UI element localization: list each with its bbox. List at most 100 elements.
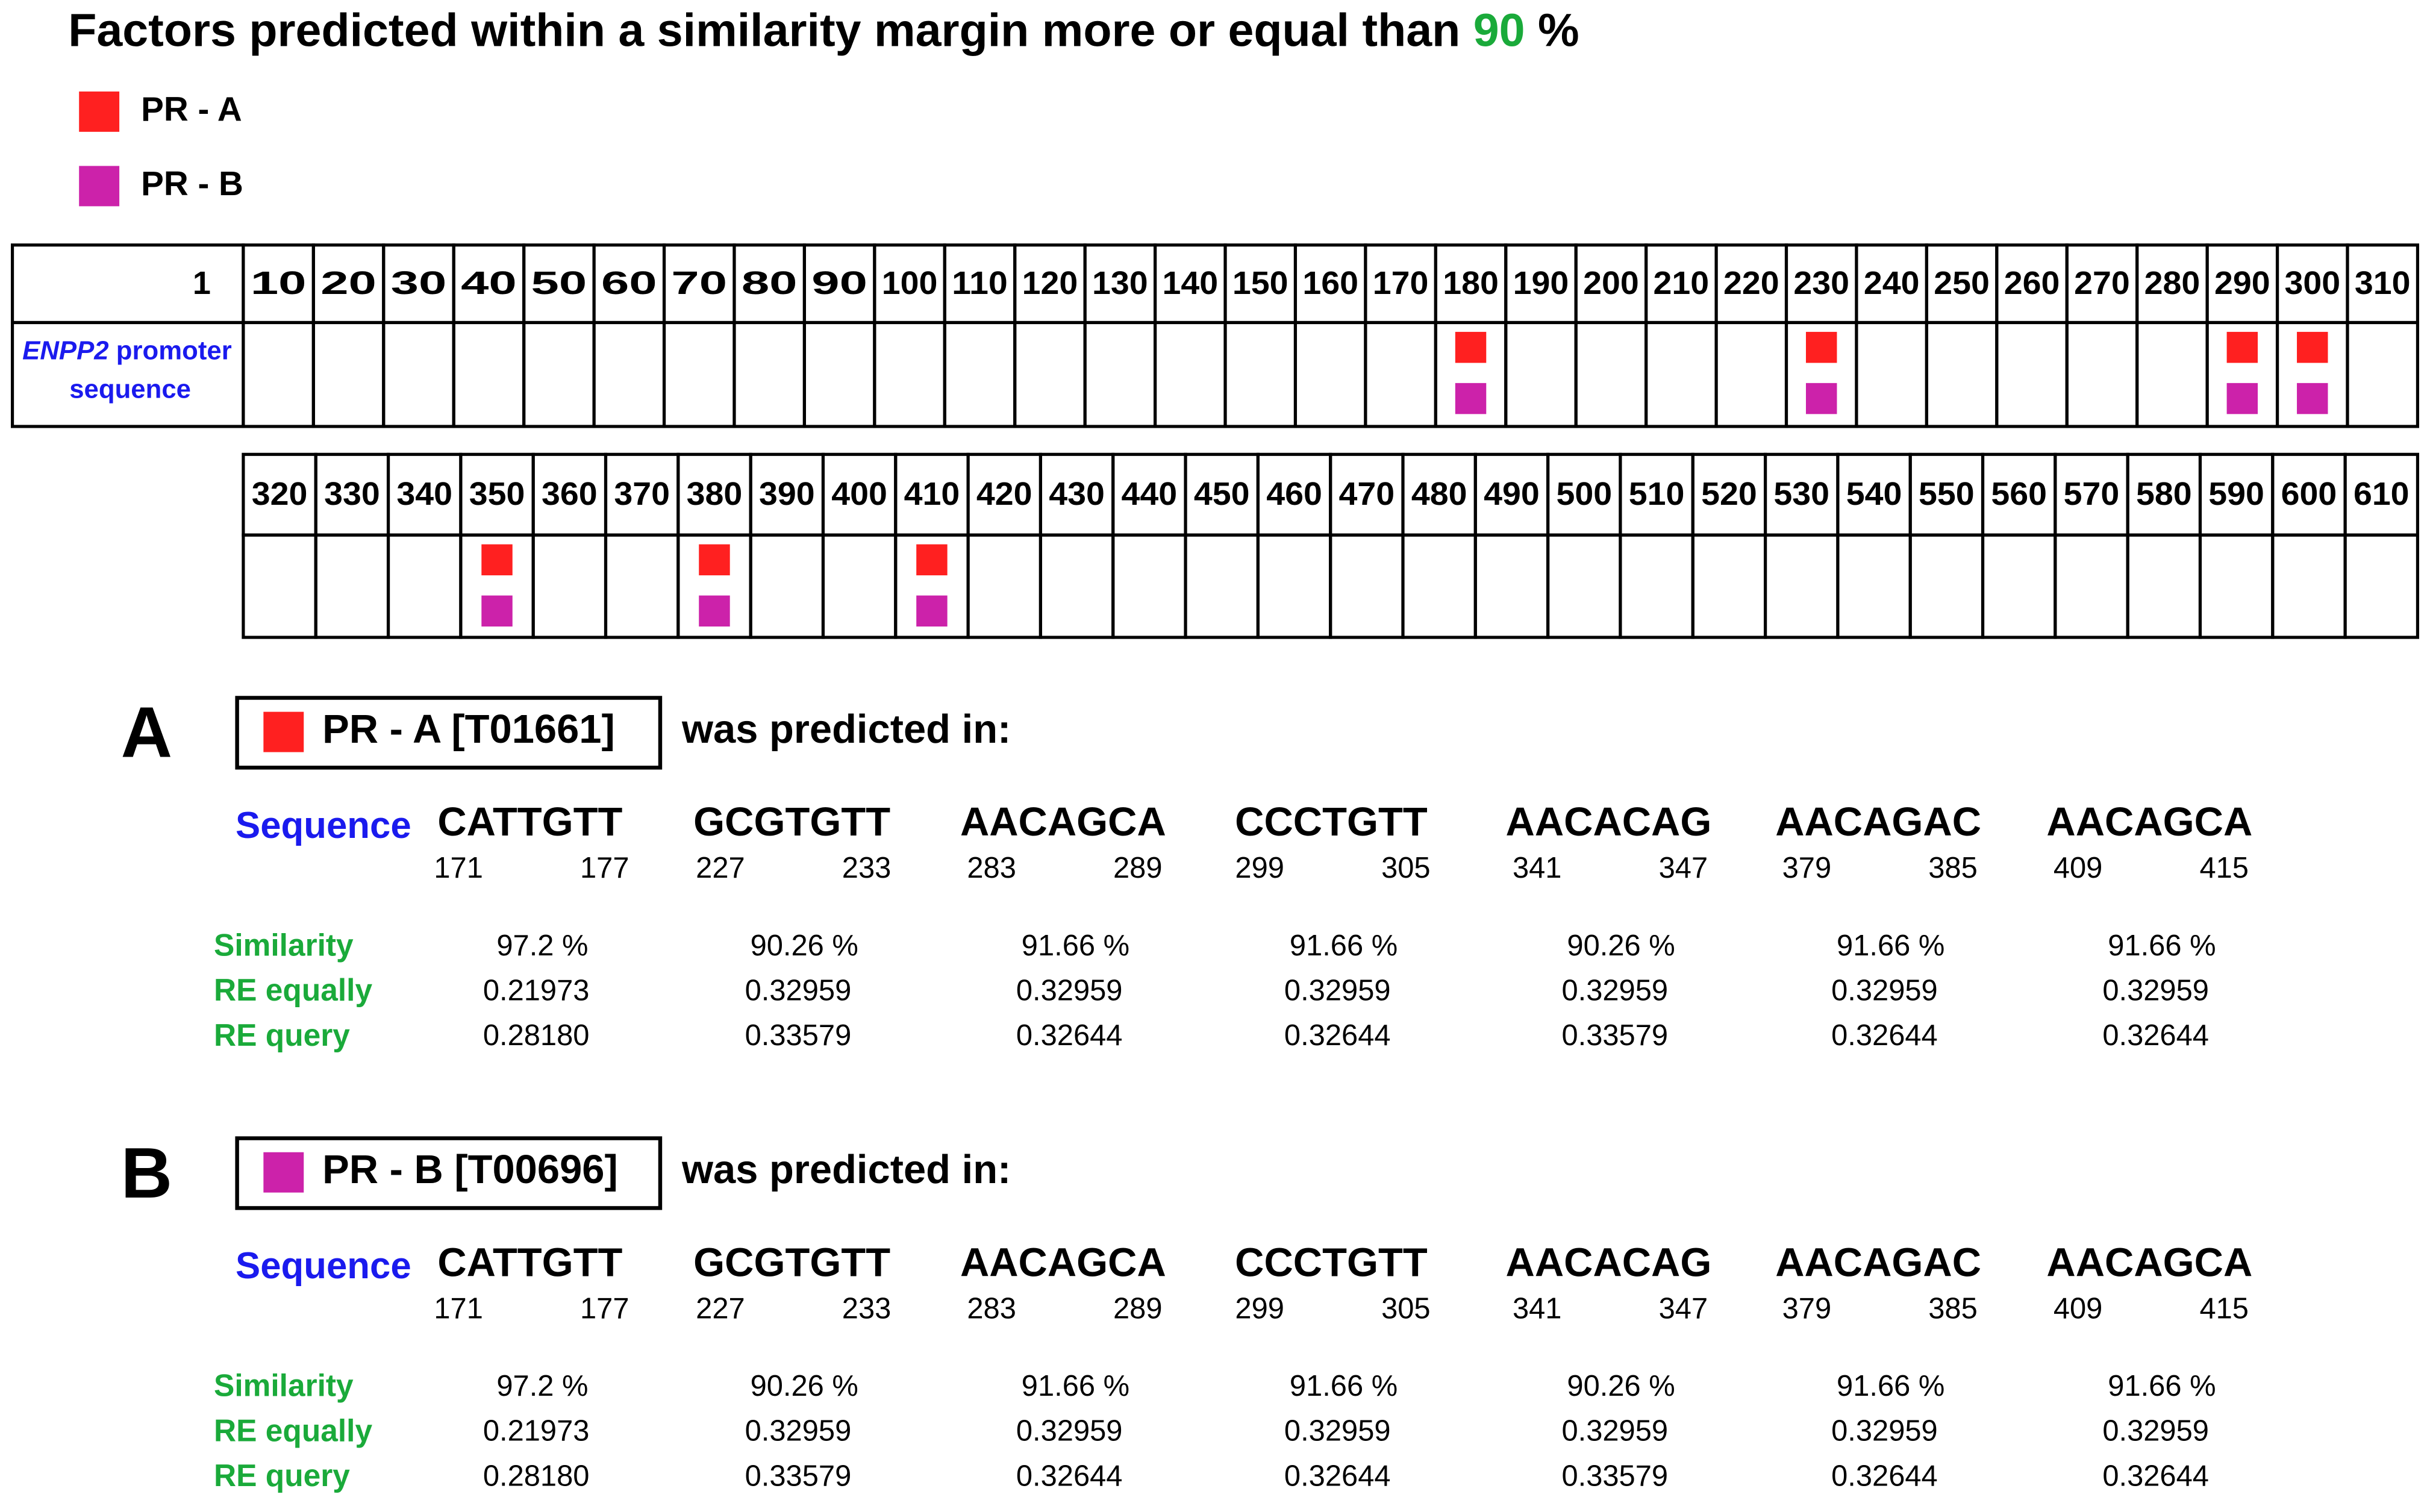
position-label: 40 — [461, 265, 517, 301]
position-label: 150 — [1232, 265, 1288, 301]
hit-marker — [481, 595, 513, 627]
cell — [531, 533, 608, 639]
site-start: 341 — [1513, 852, 1562, 884]
position-label: 140 — [1162, 265, 1218, 301]
position-label: 20 — [320, 265, 376, 301]
position-label: 490 — [1484, 476, 1540, 512]
legend-swatch — [79, 91, 120, 132]
site-sequence: AACACAG — [1506, 1240, 1712, 1285]
title: Factors predicted within a similarity ma… — [68, 5, 1579, 57]
cell — [1995, 320, 2069, 428]
sequence-label: Sequence — [236, 805, 411, 846]
cell — [1574, 320, 1648, 428]
site-sequence: AACAGCA — [2046, 799, 2252, 845]
site-start: 379 — [1782, 1292, 1832, 1325]
site-re-query: 0.33579 — [1561, 1460, 1668, 1492]
cell — [1154, 320, 1227, 428]
position-label: 240 — [1864, 265, 1920, 301]
cell — [1981, 533, 2057, 639]
site-end: 233 — [842, 1292, 892, 1325]
site-re-equally: 0.32959 — [745, 1415, 852, 1448]
position-label: 250 — [1934, 265, 1990, 301]
site-re-query: 0.33579 — [1561, 1019, 1668, 1052]
cell — [1504, 320, 1578, 428]
position-label: 180 — [1443, 265, 1499, 301]
site-similarity: 91.66 % — [1837, 929, 1944, 962]
site-re-equally: 0.21973 — [483, 975, 590, 1007]
site-re-query: 0.32644 — [1284, 1460, 1391, 1492]
site-re-equally: 0.21973 — [483, 1415, 590, 1448]
position-label: 90 — [811, 265, 867, 301]
row-label: RE equally — [214, 1413, 372, 1448]
legend-label: PR - A — [141, 90, 242, 128]
hit-marker — [699, 544, 730, 576]
cell — [242, 533, 317, 639]
cell — [2126, 533, 2202, 639]
position-label: 370 — [614, 476, 670, 512]
threshold: 90 — [1473, 5, 1525, 57]
site-start: 299 — [1235, 852, 1284, 884]
site-end: 289 — [1113, 852, 1163, 884]
cell — [1013, 320, 1087, 428]
site-sequence: AACAGCA — [960, 799, 1166, 845]
predicted-label: was predicted in: — [681, 707, 1011, 752]
site-end: 347 — [1659, 852, 1708, 884]
site-end: 289 — [1113, 1292, 1163, 1325]
cell — [1619, 533, 1694, 639]
cell — [1039, 533, 1115, 639]
cell — [1644, 320, 1718, 428]
hit-marker — [1805, 331, 1837, 363]
cell — [1691, 533, 1767, 639]
site-re-equally: 0.32959 — [745, 975, 852, 1007]
cell — [1364, 320, 1437, 428]
position-label: 280 — [2144, 265, 2200, 301]
position-label: 10 — [251, 265, 307, 301]
position-label: 170 — [1373, 265, 1429, 301]
hit-marker — [2226, 383, 2258, 414]
cell — [1329, 533, 1405, 639]
row-label: RE equally — [214, 972, 372, 1007]
site-re-query: 0.32644 — [2102, 1019, 2209, 1052]
site-start: 341 — [1513, 1292, 1562, 1325]
site-start: 409 — [2054, 1292, 2103, 1325]
site-re-equally: 0.32959 — [2102, 1415, 2209, 1448]
position-label: 210 — [1654, 265, 1710, 301]
position-label: 560 — [1991, 476, 2047, 512]
title-text: Factors predicted within a similarity ma… — [68, 5, 1460, 57]
hit-marker — [481, 544, 513, 576]
hit-marker — [699, 595, 730, 627]
position-label: 160 — [1302, 265, 1358, 301]
cell — [2054, 533, 2129, 639]
cell — [592, 320, 666, 428]
position-label: 390 — [759, 476, 815, 512]
site-re-equally: 0.32959 — [1831, 1415, 1938, 1448]
site-sequence: AACAGAC — [1775, 799, 1981, 845]
position-label: 190 — [1513, 265, 1569, 301]
site-start: 227 — [696, 852, 745, 884]
cell — [662, 320, 736, 428]
legend-label: PR - B — [141, 164, 243, 202]
site-sequence: GCGTGTT — [693, 1240, 890, 1285]
position-label: 380 — [687, 476, 743, 512]
site-re-equally: 0.32959 — [1561, 975, 1668, 1007]
cell — [1836, 533, 1912, 639]
position-label: 550 — [1919, 476, 1975, 512]
site-similarity: 91.66 % — [1290, 1370, 1398, 1402]
gene-name: ENPP2 — [22, 336, 108, 365]
position-label: 320 — [252, 476, 308, 512]
site-re-query: 0.32644 — [2102, 1460, 2209, 1492]
cell — [386, 533, 463, 639]
site-sequence: CATTGTT — [437, 799, 622, 845]
site-re-equally: 0.32959 — [1561, 1415, 1668, 1448]
position-label: 500 — [1556, 476, 1612, 512]
cell — [1473, 533, 1550, 639]
factor-label: PR - B [T00696] — [322, 1147, 618, 1192]
cell — [604, 533, 680, 639]
site-re-query: 0.32644 — [1831, 1460, 1938, 1492]
row-label: sequence — [69, 374, 191, 404]
position-label: 120 — [1022, 265, 1078, 301]
position-label: 460 — [1266, 476, 1322, 512]
predicted-label: was predicted in: — [681, 1147, 1011, 1192]
hit-marker — [1455, 331, 1487, 363]
factor-label: PR - A [T01661] — [322, 707, 615, 752]
